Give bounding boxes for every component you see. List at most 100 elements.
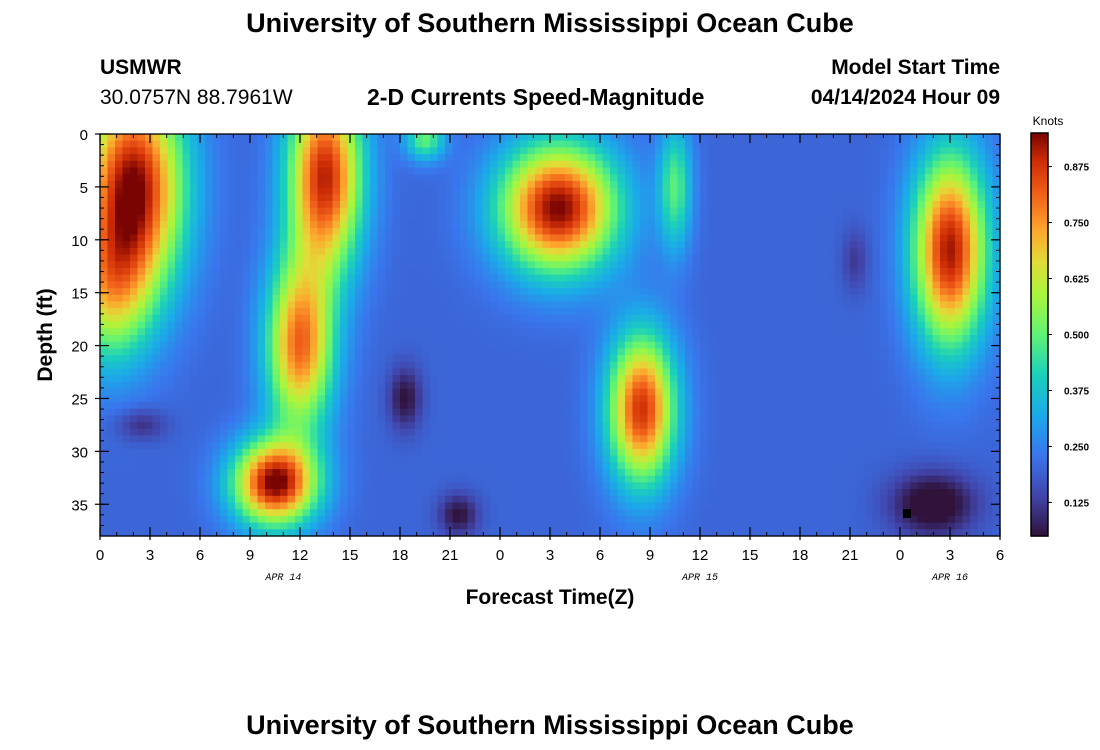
heatmap-cell <box>572 308 581 316</box>
heatmap-cell <box>212 422 221 430</box>
heatmap-cell <box>587 428 596 437</box>
heatmap-cell <box>227 328 236 336</box>
heatmap-cell <box>437 335 446 343</box>
heatmap-cell <box>422 489 431 497</box>
heatmap-cell <box>340 381 349 390</box>
heatmap-cell <box>392 355 401 363</box>
heatmap-cell <box>272 442 281 450</box>
heatmap-cell <box>205 522 214 530</box>
heatmap-cell <box>392 268 401 276</box>
heatmap-cell <box>235 469 244 477</box>
heatmap-cell <box>595 428 604 437</box>
heatmap-cell <box>595 442 604 450</box>
heatmap-cell <box>115 308 124 316</box>
heatmap-cell <box>640 261 649 269</box>
heatmap-cell <box>115 408 124 416</box>
heatmap-cell <box>512 308 521 316</box>
heatmap-cell <box>205 160 214 169</box>
heatmap-cell <box>550 381 559 390</box>
heatmap-cell <box>512 154 521 162</box>
heatmap-cell <box>287 314 296 323</box>
heatmap-cell <box>392 408 401 416</box>
heatmap-cell <box>227 469 236 477</box>
heatmap-cell <box>235 462 244 470</box>
heatmap-cell <box>662 288 671 296</box>
heatmap-cell <box>700 482 709 490</box>
heatmap-cell <box>250 522 259 530</box>
heatmap-cell <box>467 475 476 483</box>
heatmap-cell <box>430 180 439 189</box>
heatmap-cell <box>640 455 649 463</box>
heatmap-cell <box>475 428 484 437</box>
heatmap-cell <box>460 502 469 510</box>
heatmap-cell <box>377 529 386 537</box>
heatmap-cell <box>527 335 536 343</box>
heatmap-cell <box>617 348 626 356</box>
heatmap-cell <box>145 140 154 148</box>
heatmap-cell <box>467 469 476 477</box>
heatmap-cell <box>542 247 551 256</box>
heatmap-cell <box>662 227 671 236</box>
heatmap-cell <box>362 515 371 524</box>
heatmap-cell <box>295 435 304 443</box>
heatmap-cell <box>392 308 401 316</box>
heatmap-cell <box>340 214 349 222</box>
heatmap-cell <box>670 147 679 155</box>
heatmap-cell <box>557 515 566 524</box>
heatmap-cell <box>100 328 109 336</box>
heatmap-cell <box>422 207 431 215</box>
heatmap-cell <box>520 509 529 517</box>
heatmap-cell <box>452 529 461 537</box>
heatmap-cell <box>670 160 679 169</box>
heatmap-cell <box>347 328 356 336</box>
heatmap-cell <box>205 328 214 336</box>
heatmap-cell <box>400 134 409 142</box>
heatmap-cell <box>610 381 619 390</box>
heatmap-cell <box>557 348 566 356</box>
heatmap-cell <box>370 361 379 370</box>
heatmap-cell <box>557 321 566 329</box>
heatmap-cell <box>640 462 649 470</box>
heatmap-cell <box>542 375 551 383</box>
heatmap-cell <box>377 154 386 162</box>
heatmap-cell <box>565 207 574 215</box>
heatmap-cell <box>415 187 424 195</box>
heatmap-cell <box>355 469 364 477</box>
heatmap-cell <box>452 442 461 450</box>
heatmap-cell <box>115 154 124 162</box>
heatmap-cell <box>385 160 394 169</box>
heatmap-cell <box>505 328 514 336</box>
heatmap-cell <box>595 489 604 497</box>
heatmap-cell <box>340 134 349 142</box>
heatmap-cell <box>572 375 581 383</box>
heatmap-cell <box>347 154 356 162</box>
heatmap-cell <box>527 408 536 416</box>
heatmap-cell <box>535 482 544 490</box>
heatmap-cell <box>115 428 124 437</box>
heatmap-cell <box>250 529 259 537</box>
heatmap-cell <box>392 368 401 376</box>
heatmap-cell <box>100 442 109 450</box>
heatmap-cell <box>625 187 634 195</box>
heatmap-cell <box>617 455 626 463</box>
heatmap-cell <box>310 482 319 490</box>
heatmap-cell <box>512 482 521 490</box>
heatmap-cell <box>310 415 319 423</box>
heatmap-cell <box>347 147 356 155</box>
heatmap-cell <box>265 214 274 222</box>
heatmap-cell <box>332 247 341 256</box>
heatmap-cell <box>632 422 641 430</box>
heatmap-cell <box>467 509 476 517</box>
heatmap-cell <box>302 187 311 195</box>
heatmap-cell <box>692 294 701 303</box>
heatmap-cell <box>250 335 259 343</box>
heatmap-cell <box>205 321 214 329</box>
heatmap-cell <box>122 489 131 497</box>
heatmap-cell <box>355 261 364 269</box>
heatmap-cell <box>437 368 446 376</box>
heatmap-cell <box>610 140 619 148</box>
heatmap-cell <box>700 489 709 497</box>
heatmap-cell <box>467 355 476 363</box>
heatmap-cell <box>617 428 626 437</box>
heatmap-cell <box>167 388 176 396</box>
